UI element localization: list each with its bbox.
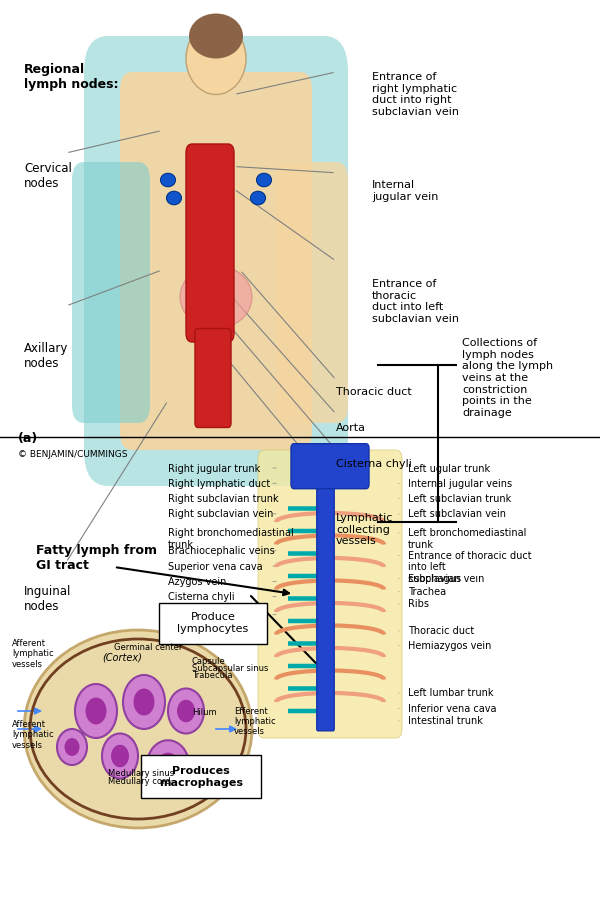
Ellipse shape [111,745,129,767]
Text: Trabecula: Trabecula [192,671,233,680]
Text: Superior vena cava: Superior vena cava [168,562,263,572]
FancyBboxPatch shape [317,457,334,731]
Text: Produce
lymphocytes: Produce lymphocytes [178,612,248,634]
Text: Inguinal
nodes: Inguinal nodes [24,585,71,613]
FancyArrow shape [288,704,331,718]
FancyBboxPatch shape [258,450,402,738]
Ellipse shape [177,700,195,722]
Text: Medullary cord: Medullary cord [108,777,171,786]
Text: Internal jugular veins: Internal jugular veins [408,479,512,489]
Text: Left ugular trunk: Left ugular trunk [408,464,490,473]
FancyArrow shape [288,659,331,673]
Ellipse shape [168,688,204,734]
Ellipse shape [251,192,265,205]
Ellipse shape [157,752,179,778]
Text: Entrance of thoracic duct
into left
subclavian veın: Entrance of thoracic duct into left subc… [408,551,532,584]
Text: Lymphatic
collecting
vessels: Lymphatic collecting vessels [336,513,394,546]
FancyArrow shape [288,637,331,650]
FancyBboxPatch shape [186,144,234,342]
Ellipse shape [186,22,246,94]
Text: Left subclavian vein: Left subclavian vein [408,509,506,519]
FancyArrow shape [288,546,331,560]
Text: Right subclavian vein: Right subclavian vein [168,509,274,519]
FancyArrow shape [288,592,331,605]
Text: Afferent
lymphatic
vessels: Afferent lymphatic vessels [12,639,53,669]
Text: Fatty lymph from
GI tract: Fatty lymph from GI tract [36,544,157,572]
Text: Subcapsular sinus: Subcapsular sinus [192,664,268,673]
Text: Right jugular trunk: Right jugular trunk [168,464,260,473]
Text: Afferent
lymphatic
vessels: Afferent lymphatic vessels [12,720,53,750]
FancyBboxPatch shape [195,328,231,428]
Text: Right lumbar
trunk: Right lumbar trunk [168,610,232,632]
FancyBboxPatch shape [291,444,369,489]
FancyBboxPatch shape [84,36,348,486]
FancyArrow shape [288,524,331,537]
Ellipse shape [189,14,243,58]
FancyBboxPatch shape [120,72,312,450]
Ellipse shape [65,738,79,756]
Text: Germinal center: Germinal center [114,644,182,652]
FancyBboxPatch shape [276,162,348,423]
FancyArrow shape [288,502,331,515]
Ellipse shape [133,688,155,716]
Text: Produces
macrophages: Produces macrophages [159,766,243,788]
Text: Intestinal trunk: Intestinal trunk [408,716,483,726]
Text: Hemiazygos vein: Hemiazygos vein [408,641,491,651]
Text: Cervical
nodes: Cervical nodes [24,162,72,190]
Text: Right lymphatic duct: Right lymphatic duct [168,479,270,489]
Text: Cisterna chyli: Cisterna chyli [336,459,412,469]
Text: Left bronchomediastinal
trunk: Left bronchomediastinal trunk [408,528,526,550]
Ellipse shape [161,173,176,187]
Ellipse shape [102,734,138,778]
Ellipse shape [257,173,271,187]
Text: (a): (a) [18,432,38,445]
Text: Collections of
lymph nodes
along the lymph
veins at the
constriction
points in t: Collections of lymph nodes along the lym… [462,338,553,418]
Text: Azygos vein: Azygos vein [168,577,226,587]
Text: Esophagus: Esophagus [408,574,461,584]
FancyArrow shape [288,570,331,583]
Text: Entrance of
thoracic
duct into left
subclavian vein: Entrance of thoracic duct into left subc… [372,279,459,324]
Ellipse shape [24,630,252,828]
Text: Right bronchomediastinal
trunk: Right bronchomediastinal trunk [168,528,294,550]
Ellipse shape [147,740,189,790]
Text: Hilum: Hilum [192,708,217,717]
FancyBboxPatch shape [72,162,150,423]
FancyBboxPatch shape [159,603,267,643]
Text: Regional
lymph nodes:: Regional lymph nodes: [24,63,119,91]
Text: Thoracic duct: Thoracic duct [336,387,412,397]
Text: Trachea: Trachea [408,587,446,597]
Text: Internal
jugular vein: Internal jugular vein [372,180,439,202]
Text: Thoracic duct: Thoracic duct [408,626,474,636]
Text: © BENJAMIN/CUMMINGS: © BENJAMIN/CUMMINGS [18,450,128,459]
Text: Entrance of
right lymphatic
duct into right
subclavian vein: Entrance of right lymphatic duct into ri… [372,72,459,117]
FancyArrow shape [288,614,331,628]
Text: Aorta: Aorta [336,423,366,433]
Text: Cisterna chyli: Cisterna chyli [168,592,235,602]
Ellipse shape [57,729,87,765]
FancyArrow shape [288,682,331,695]
Ellipse shape [75,684,117,738]
Text: Left lumbar trunk: Left lumbar trunk [408,688,494,698]
Text: Right subclavian trunk: Right subclavian trunk [168,494,278,504]
Text: Capsule: Capsule [192,657,226,666]
Ellipse shape [123,675,165,729]
Text: (Cortex): (Cortex) [102,652,142,662]
Text: Axillary
nodes: Axillary nodes [24,342,68,370]
Text: Medullary sinus: Medullary sinus [108,770,174,778]
Text: Efferent
lymphatic
vessels: Efferent lymphatic vessels [234,706,275,736]
Text: Left subclavian trunk: Left subclavian trunk [408,494,511,504]
Ellipse shape [180,266,252,328]
Ellipse shape [167,192,182,205]
FancyBboxPatch shape [141,755,261,798]
Text: Inferior vena cava: Inferior vena cava [408,704,497,714]
Ellipse shape [86,698,107,724]
Text: Ribs: Ribs [408,599,429,609]
Text: Brachiocephalic veins: Brachiocephalic veins [168,546,275,556]
